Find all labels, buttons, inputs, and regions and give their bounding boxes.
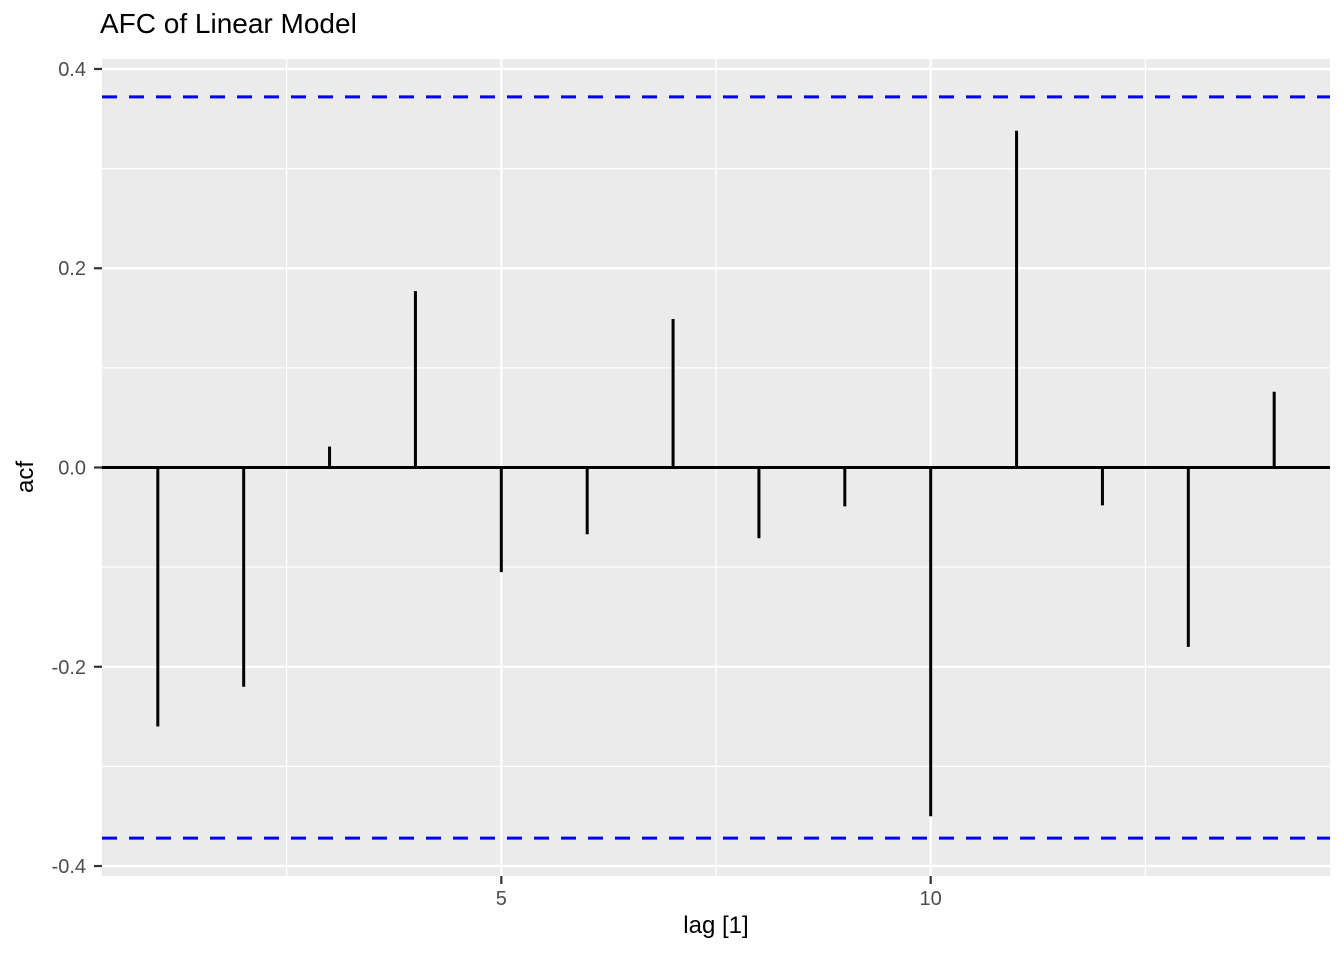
y-tick-label: -0.2: [52, 657, 86, 679]
x-tick-label: 10: [920, 888, 942, 910]
y-tick-label: -0.4: [52, 856, 86, 878]
x-axis-title: lag [1]: [683, 912, 749, 939]
y-tick-label: 0.0: [58, 458, 86, 480]
x-tick-label: 5: [496, 888, 507, 910]
y-tick-label: 0.2: [58, 258, 86, 280]
y-tick-label: 0.4: [58, 59, 86, 81]
chart-title: AFC of Linear Model: [100, 8, 357, 39]
